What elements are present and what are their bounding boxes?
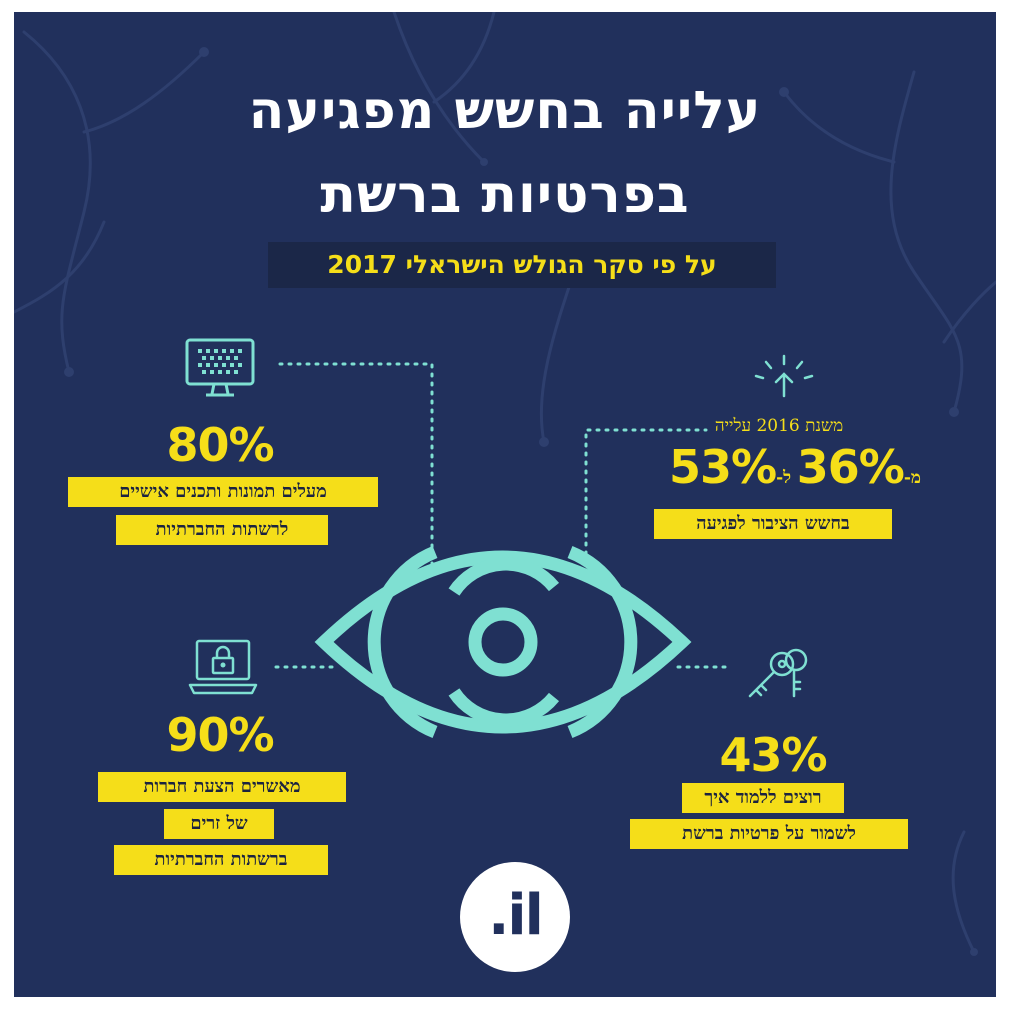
stat-fear-range: מ-36% ל-53% <box>669 442 921 492</box>
stat-friends-value: 90% <box>166 708 274 762</box>
stat-fear-line-1: בחשש הציבור לפגיעה <box>654 509 892 539</box>
arrow-up-icon <box>754 354 814 398</box>
stat-photos-line-1: מעלים תמונות ותכנים אישיים <box>68 477 378 507</box>
stat-learn-value: 43% <box>719 728 827 782</box>
title-line-1: עלייה בחשש מפגיעה <box>248 81 762 141</box>
stat-fear-to-value: 53% <box>669 440 777 494</box>
stat-fear-since: משנת 2016 עלייה <box>714 416 844 436</box>
stat-fear-from-prefix: מ- <box>903 468 921 488</box>
stat-learn-line-1: רוצים ללמוד איך <box>682 783 844 813</box>
keys-icon <box>748 648 808 698</box>
stat-fear-to-prefix: ל- <box>776 468 792 488</box>
stat-photos-line-2: לרשתות החברתיות <box>116 515 328 545</box>
il-logo-text: .il <box>488 883 544 948</box>
infographic-panel: עלייה בחשש מפגיעה בפרטיות ברשת על פי סקר… <box>14 12 996 997</box>
stat-photos-value: 80% <box>166 418 274 472</box>
title-line-2: בפרטיות ברשת <box>320 165 690 225</box>
stat-learn-line-2: לשמור על פרטיות ברשת <box>630 819 908 849</box>
monitor-icon <box>185 338 255 397</box>
branches-background <box>14 12 996 956</box>
il-logo: .il <box>460 862 570 972</box>
stat-friends-line-1: מאשרים הצעת חברות <box>98 772 346 802</box>
stat-friends-line-2: של זרים <box>164 809 274 839</box>
stat-friends-line-3: ברשתות החברתיות <box>114 845 328 875</box>
subtitle: על פי סקר הגולש הישראלי 2017 <box>268 242 776 288</box>
laptop-lock-icon <box>188 639 258 695</box>
stat-fear-from-value: 36% <box>796 440 905 494</box>
